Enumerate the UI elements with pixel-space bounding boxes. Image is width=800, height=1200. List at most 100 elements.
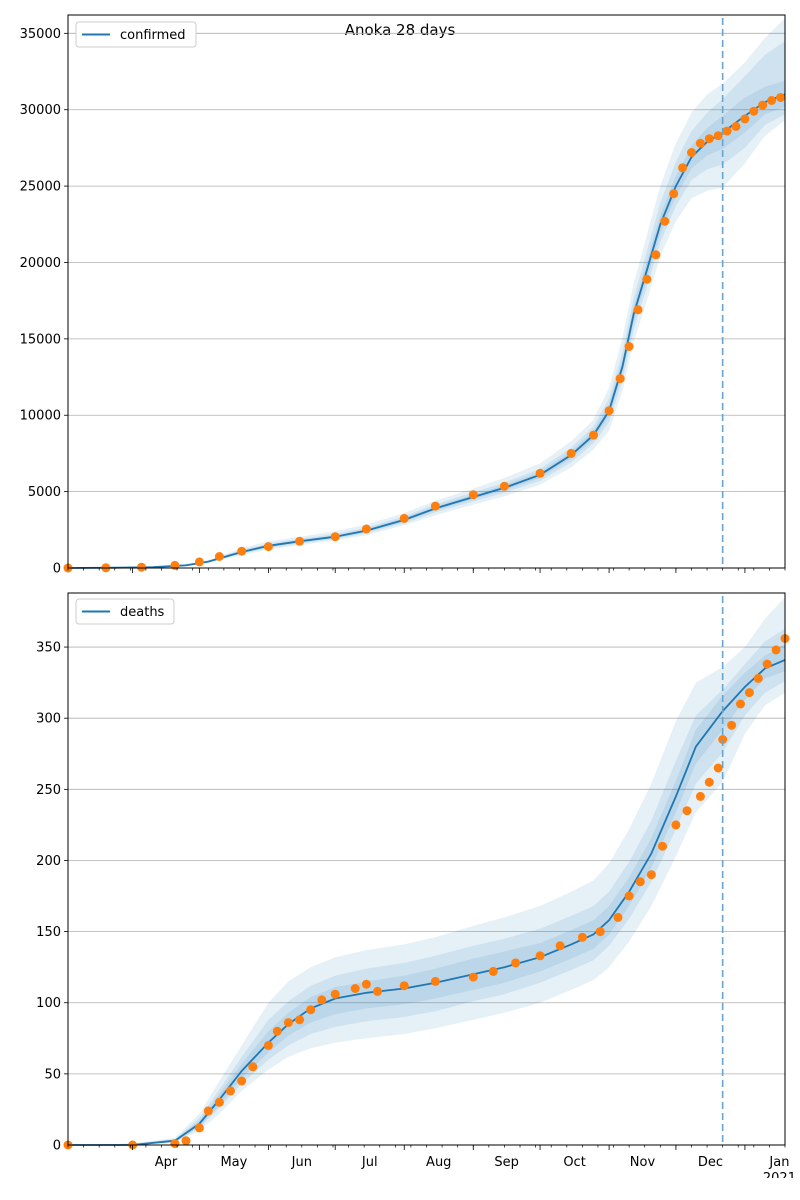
data-point-deaths [248, 1062, 258, 1072]
data-point-confirmed [731, 122, 741, 131]
data-point-deaths [283, 1018, 293, 1028]
plot-area-deaths: 0 50 100 150 200 250 300 350 Apr May Jun Jul Aug Sep O… [36, 592, 796, 1178]
year-label-deaths: 2021 [763, 1171, 796, 1178]
data-point-confirmed [758, 100, 768, 110]
data-point-deaths [744, 688, 754, 698]
data-point-deaths [753, 673, 763, 683]
data-point-confirmed [295, 536, 305, 546]
data-point-deaths [577, 932, 587, 942]
data-point-deaths [695, 791, 705, 801]
data-point-confirmed [660, 216, 670, 226]
data-point-deaths [771, 645, 781, 655]
data-point-deaths [511, 958, 521, 968]
data-point-deaths [595, 927, 605, 937]
data-point-confirmed [704, 134, 714, 144]
band-25-75-confirmed [68, 80, 785, 568]
data-point-confirmed [624, 342, 634, 351]
xtick-label-deaths: Jun [291, 1155, 312, 1170]
data-point-confirmed [776, 93, 785, 102]
data-point-confirmed [566, 448, 576, 458]
ytick-label-deaths: 250 [36, 783, 61, 798]
band-10-90-confirmed [68, 41, 785, 568]
data-point-deaths [306, 1005, 316, 1015]
ytick-label-deaths: 200 [36, 854, 61, 869]
data-point-confirmed [687, 148, 696, 157]
data-point-deaths [272, 1026, 282, 1036]
xtick-label-deaths: Apr [155, 1155, 178, 1170]
data-point-deaths [430, 976, 440, 986]
band-10-90-deaths [68, 628, 785, 1145]
legend-label-deaths: deaths [120, 605, 165, 620]
data-point-confirmed [767, 96, 777, 105]
data-point-deaths [535, 951, 545, 961]
band-2.5-97.5-deaths [68, 597, 785, 1145]
ytick-label-deaths: 300 [36, 712, 61, 727]
data-point-confirmed [669, 189, 679, 199]
data-point-deaths [350, 984, 360, 993]
legend-box-deaths [75, 598, 175, 625]
data-point-deaths [704, 777, 714, 787]
data-point-deaths [468, 972, 478, 982]
data-point-confirmed [499, 481, 509, 491]
data-point-confirmed [642, 274, 652, 284]
legend-box-confirmed [75, 21, 197, 48]
xtick-label-deaths: Jul [361, 1155, 378, 1170]
data-point-deaths [713, 763, 723, 773]
data-point-deaths [613, 912, 623, 922]
ytick-label-confirmed: 10000 [20, 409, 61, 424]
data-point-confirmed [589, 430, 598, 440]
data-point-confirmed [263, 542, 273, 552]
data-point-confirmed [237, 546, 247, 556]
legend-label-confirmed: confirmed [120, 28, 186, 43]
ytick-label-deaths: 50 [44, 1067, 61, 1082]
data-point-deaths [203, 1106, 213, 1116]
data-point-deaths [646, 870, 656, 880]
data-point-confirmed [399, 513, 409, 523]
data-point-confirmed [695, 138, 705, 148]
data-point-confirmed [170, 560, 180, 570]
xtick-label-deaths: Sep [494, 1155, 519, 1170]
xtick-label-deaths: May [220, 1155, 247, 1170]
data-point-deaths [214, 1097, 224, 1107]
ytick-label-confirmed: 0 [53, 562, 61, 577]
data-point-deaths [727, 720, 737, 730]
legend-confirmed: confirmed [75, 21, 197, 48]
ytick-label-confirmed: 30000 [20, 103, 61, 118]
data-point-deaths [762, 659, 772, 669]
ytick-label-confirmed: 25000 [20, 180, 61, 195]
data-point-deaths [736, 699, 745, 709]
ytick-label-deaths: 0 [53, 1139, 61, 1154]
chart-deaths: 0 50 100 150 200 250 300 350 Apr May Jun Jul Aug Sep O… [36, 592, 796, 1178]
data-point-deaths [317, 995, 327, 1005]
data-point-deaths [373, 986, 382, 996]
data-point-deaths [226, 1086, 235, 1096]
xtick-label-deaths: Nov [630, 1155, 656, 1170]
data-point-deaths [399, 981, 409, 991]
axes-frame-confirmed [67, 14, 786, 569]
ytick-label-deaths: 350 [36, 641, 61, 656]
legend-deaths: deaths [75, 598, 175, 625]
data-point-deaths [361, 979, 371, 989]
data-point-confirmed [651, 250, 661, 260]
data-point-confirmed [361, 524, 371, 534]
data-point-confirmed [194, 557, 204, 567]
data-point-deaths [330, 989, 340, 999]
ytick-label-confirmed: 20000 [20, 256, 61, 271]
figure-title: Anoka 28 days [344, 21, 456, 39]
data-point-deaths [170, 1139, 180, 1149]
data-point-confirmed [535, 468, 545, 478]
axes-frame-deaths [67, 592, 786, 1146]
xtick-label-deaths: Jan [768, 1155, 789, 1170]
data-point-confirmed [468, 490, 478, 500]
data-point-deaths [194, 1123, 204, 1133]
data-point-confirmed [330, 532, 340, 542]
data-point-deaths [658, 841, 667, 851]
chart-confirmed: 0 5000 10000 15000 20000 25000 30000 35000 conf… [20, 14, 786, 577]
data-point-deaths [682, 806, 692, 816]
ytick-label-deaths: 100 [36, 996, 61, 1011]
data-point-confirmed [137, 562, 146, 572]
band-2.5-97.5-confirmed [68, 18, 785, 569]
data-point-deaths [488, 966, 498, 976]
ytick-label-confirmed: 35000 [20, 27, 61, 42]
data-point-deaths [624, 891, 634, 901]
